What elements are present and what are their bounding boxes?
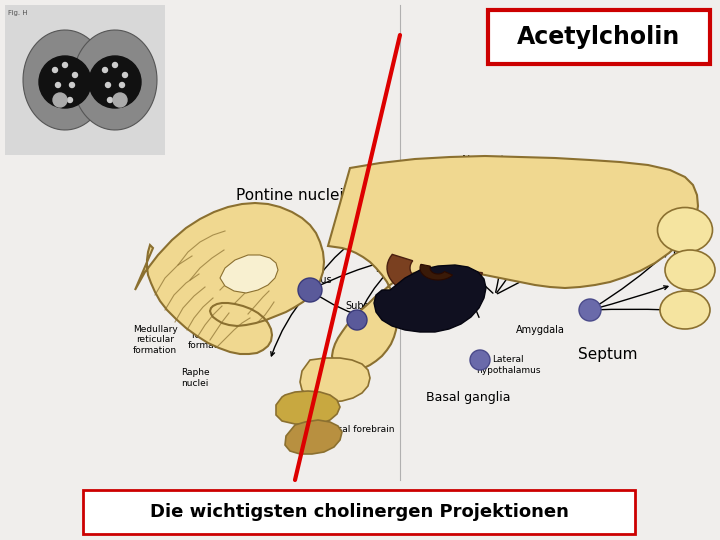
Circle shape bbox=[122, 72, 127, 78]
Polygon shape bbox=[23, 30, 107, 130]
Text: Amygdala: Amygdala bbox=[516, 325, 564, 335]
Polygon shape bbox=[300, 358, 370, 402]
Text: Neocortex: Neocortex bbox=[462, 155, 518, 165]
Text: Pontine nuclei: Pontine nuclei bbox=[236, 187, 344, 202]
Text: Vestibular
nuclei: Vestibular nuclei bbox=[233, 295, 278, 315]
Text: Locus
coeruleus: Locus coeruleus bbox=[284, 263, 332, 285]
Ellipse shape bbox=[657, 207, 713, 253]
Circle shape bbox=[68, 98, 73, 103]
Circle shape bbox=[55, 83, 60, 87]
Text: Hippocampus: Hippocampus bbox=[382, 240, 449, 250]
Circle shape bbox=[70, 83, 74, 87]
Polygon shape bbox=[328, 156, 698, 371]
Polygon shape bbox=[276, 391, 340, 425]
Circle shape bbox=[113, 93, 127, 107]
Text: Medullary
reticular
formation: Medullary reticular formation bbox=[132, 325, 177, 355]
Polygon shape bbox=[220, 255, 278, 293]
Text: Olfactory
bulb: Olfactory bulb bbox=[661, 237, 706, 259]
Circle shape bbox=[112, 63, 117, 68]
Text: Substantia
nigra: Substantia nigra bbox=[346, 301, 398, 323]
Text: Basal forebrain: Basal forebrain bbox=[325, 426, 395, 435]
Polygon shape bbox=[285, 420, 342, 454]
Text: Die wichtigsten cholinergen Projektionen: Die wichtigsten cholinergen Projektionen bbox=[150, 503, 568, 521]
Text: Fig. H: Fig. H bbox=[8, 10, 27, 16]
FancyBboxPatch shape bbox=[0, 0, 720, 510]
Circle shape bbox=[107, 98, 112, 103]
Ellipse shape bbox=[665, 250, 715, 290]
FancyBboxPatch shape bbox=[488, 10, 710, 64]
FancyBboxPatch shape bbox=[5, 5, 165, 155]
Circle shape bbox=[106, 83, 110, 87]
Polygon shape bbox=[73, 30, 157, 130]
Text: Septum: Septum bbox=[578, 348, 638, 362]
Circle shape bbox=[89, 56, 141, 108]
Text: Thalamus: Thalamus bbox=[401, 283, 449, 293]
Circle shape bbox=[53, 68, 58, 72]
Circle shape bbox=[298, 278, 322, 302]
Polygon shape bbox=[420, 264, 453, 280]
Polygon shape bbox=[387, 254, 482, 298]
Circle shape bbox=[470, 350, 490, 370]
Circle shape bbox=[117, 98, 122, 103]
Circle shape bbox=[579, 299, 601, 321]
Circle shape bbox=[120, 83, 125, 87]
Circle shape bbox=[63, 63, 68, 68]
Text: Cingulate
cortex: Cingulate cortex bbox=[567, 194, 613, 216]
Text: Tectum: Tectum bbox=[338, 213, 373, 223]
Text: Acetylcholin: Acetylcholin bbox=[518, 25, 680, 49]
FancyBboxPatch shape bbox=[83, 490, 635, 534]
Text: Medial
habenula: Medial habenula bbox=[375, 252, 421, 274]
Circle shape bbox=[73, 72, 78, 78]
Polygon shape bbox=[135, 203, 324, 354]
Circle shape bbox=[347, 310, 367, 330]
Polygon shape bbox=[374, 265, 486, 332]
Ellipse shape bbox=[660, 291, 710, 329]
Text: Pontine
reticular
formation: Pontine reticular formation bbox=[188, 320, 232, 350]
Text: Basal ganglia: Basal ganglia bbox=[426, 392, 510, 404]
Circle shape bbox=[39, 56, 91, 108]
Circle shape bbox=[102, 68, 107, 72]
Text: Raphe
nuclei: Raphe nuclei bbox=[181, 368, 210, 388]
Circle shape bbox=[53, 93, 67, 107]
Text: Lateral
hypothalamus: Lateral hypothalamus bbox=[476, 355, 540, 375]
Text: Deep
cerebellar
nuclei: Deep cerebellar nuclei bbox=[182, 253, 228, 283]
Circle shape bbox=[58, 98, 63, 103]
